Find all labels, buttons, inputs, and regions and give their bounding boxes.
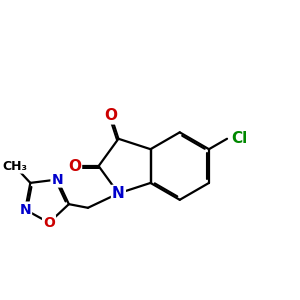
Text: N: N <box>20 202 31 217</box>
Text: Cl: Cl <box>231 131 247 146</box>
Text: O: O <box>43 216 55 230</box>
Text: O: O <box>68 159 81 174</box>
Text: O: O <box>104 108 118 123</box>
Text: N: N <box>52 172 63 187</box>
Text: N: N <box>112 186 125 201</box>
Text: CH₃: CH₃ <box>2 160 28 173</box>
